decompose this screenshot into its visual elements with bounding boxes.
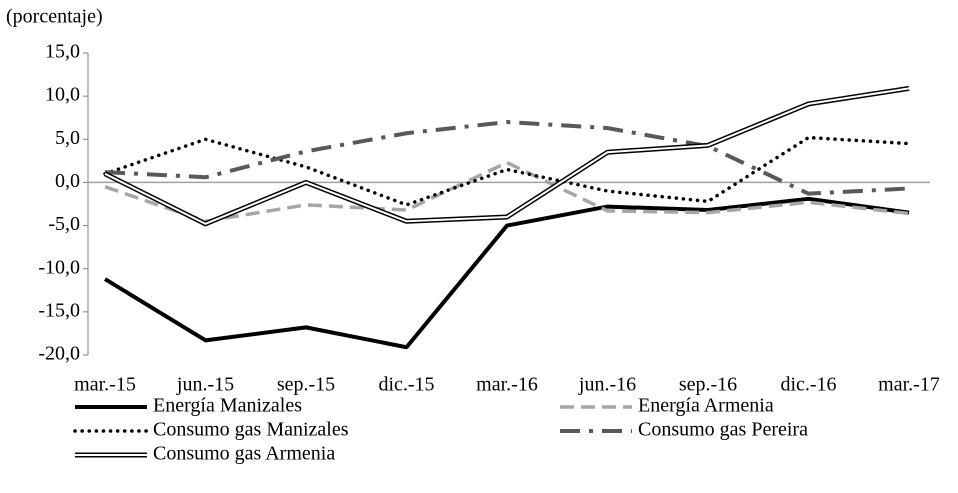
x-tick-label: dic.-15 [378, 374, 434, 396]
x-tick-label: sep.-16 [679, 374, 737, 396]
y-tick-label: -10,0 [38, 256, 80, 278]
series-line [104, 120, 910, 196]
y-tick-label: 5,0 [55, 127, 80, 149]
y-tick-label: 10,0 [45, 84, 80, 106]
x-tick-label: mar.-15 [74, 374, 136, 396]
x-tick-label: mar.-17 [878, 374, 940, 396]
y-tick-label: 15,0 [45, 41, 80, 63]
legend-label: Consumo gas Armenia [153, 443, 335, 465]
legend-label: Consumo gas Pereira [638, 419, 808, 441]
series-line [103, 196, 910, 350]
series-line [104, 160, 910, 224]
x-tick-label: jun.-15 [176, 374, 234, 396]
x-tick-label: jun.-16 [578, 374, 636, 396]
x-tick-label: dic.-16 [780, 374, 836, 396]
y-tick-label: -5,0 [48, 213, 80, 235]
legend-label: Energía Manizales [153, 395, 302, 417]
legend-label: Consumo gas Manizales [153, 419, 349, 441]
x-tick-label: sep.-15 [277, 374, 335, 396]
y-tick-label: -15,0 [38, 299, 80, 321]
series-line-inner [104, 87, 910, 225]
x-tick-label: mar.-16 [476, 374, 538, 396]
series-line [103, 135, 911, 207]
legend-label: Energía Armenia [638, 395, 774, 417]
series-line [103, 85, 910, 227]
y-tick-label: 0,0 [55, 170, 80, 192]
chart-subtitle: (porcentaje) [6, 6, 103, 28]
y-tick-label: -20,0 [38, 343, 80, 365]
